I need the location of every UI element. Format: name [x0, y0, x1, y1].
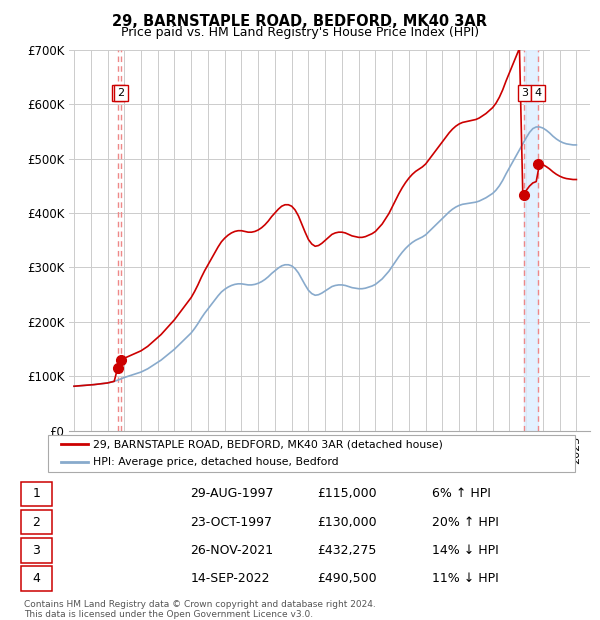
Text: 3: 3: [521, 88, 528, 98]
Text: 14-SEP-2022: 14-SEP-2022: [191, 572, 270, 585]
Text: 11% ↓ HPI: 11% ↓ HPI: [433, 572, 499, 585]
Text: 2: 2: [32, 516, 40, 529]
Text: £130,000: £130,000: [317, 516, 377, 529]
Text: Contains HM Land Registry data © Crown copyright and database right 2024.
This d: Contains HM Land Registry data © Crown c…: [24, 600, 376, 619]
Bar: [20, 482, 52, 506]
Text: £490,500: £490,500: [317, 572, 377, 585]
Text: 1: 1: [115, 88, 122, 98]
Text: 20% ↑ HPI: 20% ↑ HPI: [433, 516, 499, 529]
Text: 26-NOV-2021: 26-NOV-2021: [191, 544, 274, 557]
Text: 1: 1: [32, 487, 40, 500]
Text: Price paid vs. HM Land Registry's House Price Index (HPI): Price paid vs. HM Land Registry's House …: [121, 26, 479, 39]
Text: 14% ↓ HPI: 14% ↓ HPI: [433, 544, 499, 557]
Text: 29-AUG-1997: 29-AUG-1997: [191, 487, 274, 500]
Bar: [524, 50, 538, 431]
Text: £115,000: £115,000: [317, 487, 377, 500]
FancyBboxPatch shape: [48, 435, 575, 472]
Text: 29, BARNSTAPLE ROAD, BEDFORD, MK40 3AR (detached house): 29, BARNSTAPLE ROAD, BEDFORD, MK40 3AR (…: [93, 440, 443, 450]
Text: HPI: Average price, detached house, Bedford: HPI: Average price, detached house, Bedf…: [93, 457, 338, 467]
Text: 23-OCT-1997: 23-OCT-1997: [191, 516, 272, 529]
Text: 4: 4: [535, 88, 542, 98]
Bar: [20, 510, 52, 534]
Text: 6% ↑ HPI: 6% ↑ HPI: [433, 487, 491, 500]
Text: 29, BARNSTAPLE ROAD, BEDFORD, MK40 3AR: 29, BARNSTAPLE ROAD, BEDFORD, MK40 3AR: [113, 14, 487, 29]
Text: 2: 2: [118, 88, 125, 98]
Text: 3: 3: [32, 544, 40, 557]
Bar: [20, 538, 52, 563]
Bar: [20, 567, 52, 591]
Text: 4: 4: [32, 572, 40, 585]
Text: £432,275: £432,275: [317, 544, 377, 557]
